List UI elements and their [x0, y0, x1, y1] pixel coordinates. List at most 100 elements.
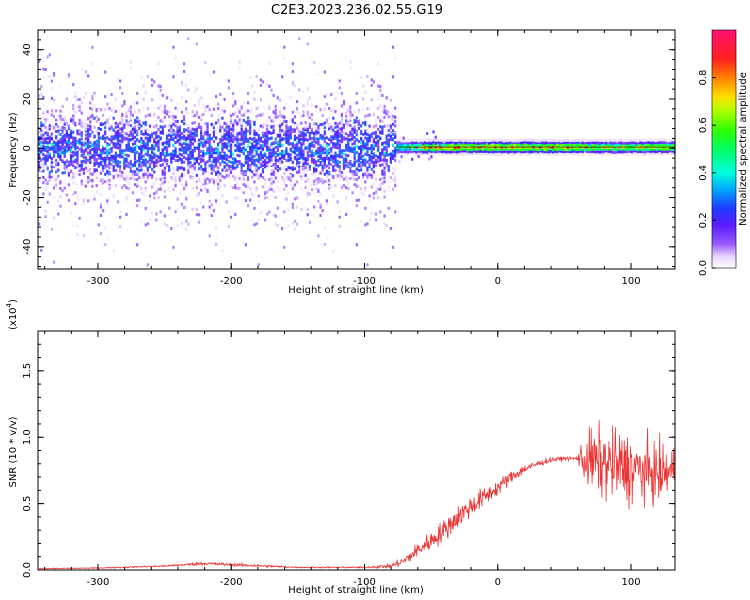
heatmap-cell [82, 159, 85, 163]
heatmap-cell [131, 174, 135, 178]
heatmap-cell [159, 152, 162, 156]
heatmap-cell [287, 129, 290, 133]
heatmap-cell [398, 160, 401, 164]
heatmap-cell [387, 138, 390, 142]
heatmap-cell [266, 212, 269, 216]
heatmap-cell [453, 141, 456, 145]
heatmap-cell [48, 53, 51, 57]
heatmap-cell [187, 137, 190, 141]
heatmap-cell [223, 165, 226, 169]
heatmap-cell [281, 176, 284, 180]
heatmap-cell [110, 162, 113, 166]
heatmap-cell [332, 107, 335, 111]
heatmap-cell [370, 174, 373, 178]
heatmap-cell [402, 136, 405, 140]
heatmap-cell [44, 159, 47, 163]
heatmap-cell [496, 152, 499, 156]
heatmap-cell [355, 204, 358, 208]
heatmap-cell [180, 145, 184, 149]
heatmap-cell [261, 131, 265, 135]
heatmap-cell [61, 130, 64, 134]
heatmap-cell [170, 112, 173, 116]
heatmap-cell [255, 142, 258, 146]
heatmap-cell [575, 138, 578, 142]
heatmap-cell [274, 214, 277, 218]
heatmap-cell [195, 130, 198, 134]
heatmap-cell [259, 154, 262, 158]
heatmap-cell [359, 137, 363, 141]
heatmap-cell [511, 148, 514, 152]
heatmap-cell [522, 148, 525, 152]
heatmap-cell [125, 153, 128, 157]
heatmap-cell [121, 155, 124, 159]
heatmap-cell [84, 91, 88, 95]
heatmap-cell [138, 163, 141, 167]
heatmap-cell [125, 164, 128, 168]
heatmap-cell [377, 187, 380, 191]
heatmap-cell [106, 236, 109, 240]
heatmap-cell [295, 196, 299, 200]
heatmap-cell [138, 152, 141, 156]
heatmap-cell [340, 137, 343, 141]
heatmap-cell [332, 116, 335, 120]
heatmap-cell [383, 159, 386, 163]
heatmap-cell [187, 143, 190, 147]
heatmap-cell [347, 142, 350, 146]
heatmap-cell [234, 111, 237, 115]
heatmap-cell [404, 142, 407, 146]
heatmap-cell [242, 118, 245, 122]
heatmap-cell [178, 142, 181, 146]
heatmap-cell [272, 120, 275, 124]
heatmap-cell [155, 218, 158, 222]
heatmap-cell [165, 112, 169, 116]
heatmap-cell [383, 176, 386, 180]
heatmap-cell [206, 140, 209, 144]
heatmap-cell [172, 166, 175, 170]
heatmap-cell [63, 186, 66, 190]
heatmap-cell [577, 143, 580, 147]
heatmap-cell [185, 196, 188, 200]
heatmap-cell [338, 210, 341, 214]
heatmap-cell [161, 130, 164, 134]
heatmap-cell [372, 145, 375, 149]
heatmap-cell [366, 166, 369, 170]
heatmap-cell [206, 124, 209, 128]
heatmap-cell [142, 121, 145, 125]
heatmap-cell [251, 175, 254, 179]
heatmap-cell [114, 121, 117, 125]
heatmap-cell [270, 91, 273, 95]
heatmap-cell [153, 162, 156, 166]
heatmap-cell [524, 143, 527, 147]
heatmap-cell [372, 139, 375, 143]
heatmap-cell [223, 107, 226, 111]
heatmap-cell [187, 162, 190, 166]
heatmap-cell [319, 152, 322, 156]
heatmap-cell [138, 184, 141, 188]
heatmap-cell [404, 145, 407, 149]
heatmap-cell [468, 142, 471, 146]
heatmap-cell [200, 117, 203, 121]
heatmap-cell [426, 145, 429, 149]
heatmap-cell [306, 42, 309, 46]
heatmap-cell [131, 150, 135, 154]
heatmap-cell [370, 155, 373, 159]
heatmap-cell [223, 109, 226, 113]
heatmap-cell [370, 122, 373, 126]
heatmap-cell [274, 112, 277, 116]
heatmap-cell [366, 136, 369, 140]
heatmap-cell [455, 147, 459, 151]
heatmap-cell [438, 141, 442, 145]
heatmap-cell [178, 133, 181, 137]
heatmap-cell [114, 130, 117, 134]
heatmap-cell [42, 147, 45, 151]
heatmap-cell [182, 160, 186, 164]
heatmap-cell [101, 134, 105, 138]
heatmap-cell [136, 114, 139, 118]
heatmap-cell [197, 177, 201, 181]
heatmap-cell [225, 132, 228, 136]
heatmap-cell [276, 140, 280, 144]
heatmap-cell [304, 137, 307, 141]
heatmap-cell [227, 112, 230, 116]
heatmap-cell [131, 178, 135, 182]
